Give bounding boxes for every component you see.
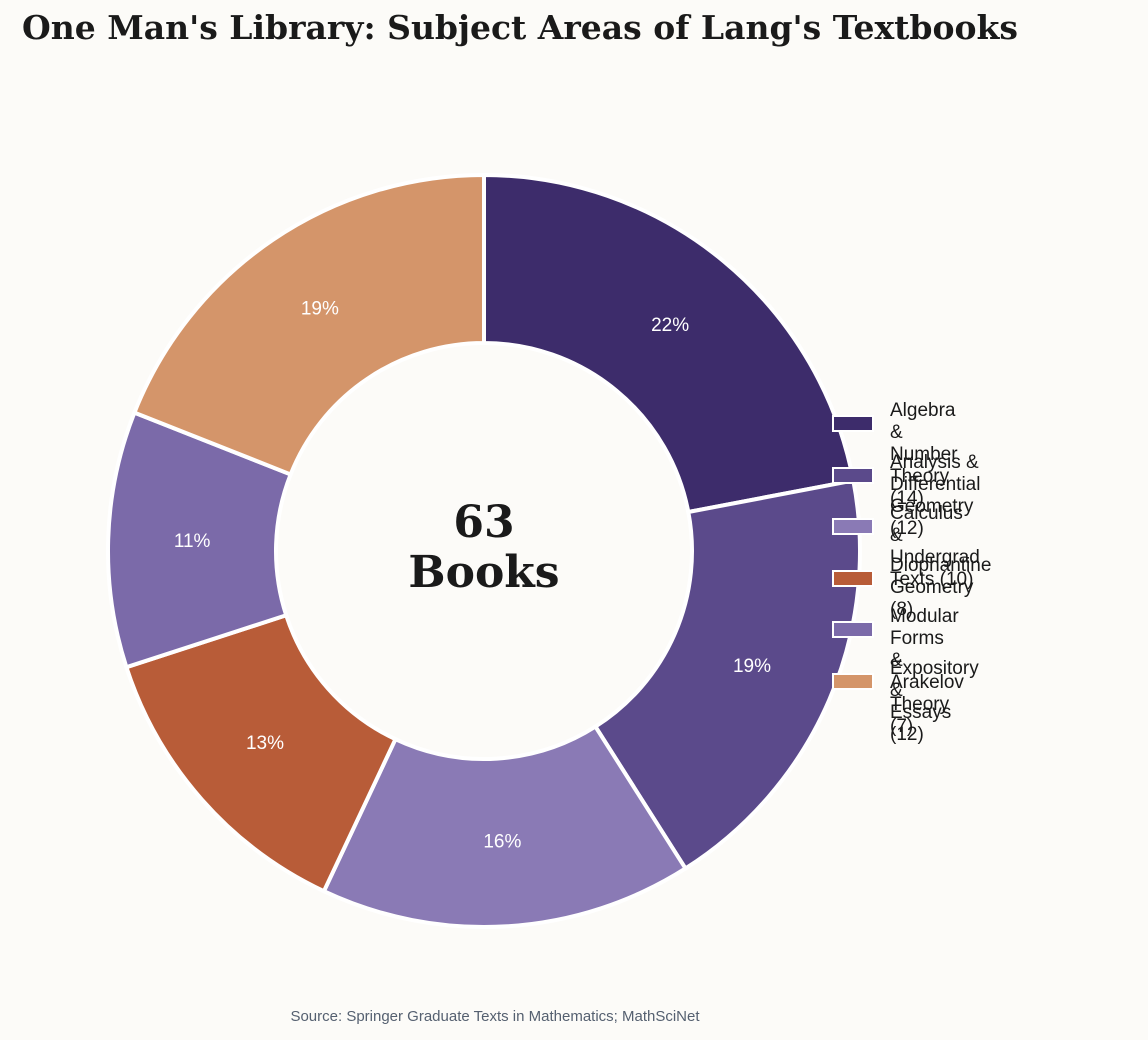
value-label: 16% xyxy=(483,831,521,852)
legend-label: Analysis & Differential Geometry (12) xyxy=(890,451,981,539)
slice xyxy=(321,723,689,929)
value-label: 13% xyxy=(246,733,284,754)
slice xyxy=(131,172,486,478)
slice xyxy=(123,612,399,894)
legend-swatch xyxy=(832,518,874,535)
legend-swatch xyxy=(832,569,874,587)
value-label: 22% xyxy=(651,315,689,336)
source-note: Source: Springer Graduate Texts in Mathe… xyxy=(290,1008,700,1025)
legend-swatch xyxy=(832,415,874,432)
value-label: 19% xyxy=(733,656,771,677)
slice xyxy=(106,409,294,670)
legend-swatch xyxy=(832,466,874,484)
legend-label: Expository & Essays (12) xyxy=(890,657,979,745)
legend-label: Diophantine Geometry (8) xyxy=(890,554,992,620)
slice xyxy=(592,478,862,872)
legend-label: Calculus & Undergrad Texts (10) xyxy=(890,503,980,590)
legend-label: Algebra & Number Theory (14) xyxy=(890,400,958,509)
legend-swatch xyxy=(832,621,874,638)
slice xyxy=(482,172,856,515)
chart-title: One Man's Library: Subject Areas of Lang… xyxy=(22,8,1018,47)
center-label: 63 Books xyxy=(408,497,560,598)
legend-swatch xyxy=(832,672,874,690)
value-label: 11% xyxy=(174,531,211,552)
value-label: 19% xyxy=(301,299,339,320)
legend-label: Modular Forms & Arakelov Theory (7) xyxy=(890,606,964,737)
